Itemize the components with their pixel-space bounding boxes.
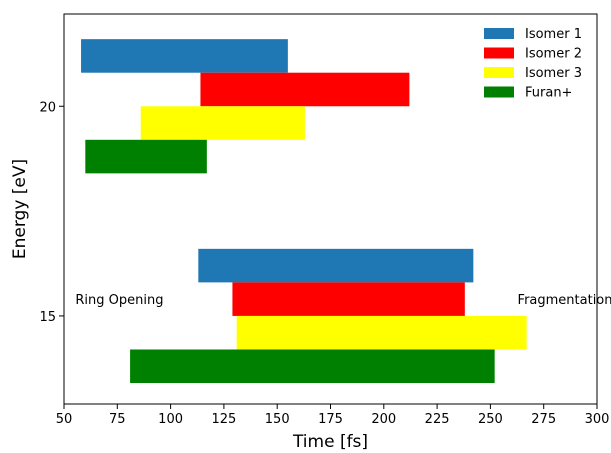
x-axis-label: Time [fs] <box>292 432 368 452</box>
bar-isomer-1-0 <box>81 39 288 73</box>
x-tick-label: 125 <box>211 412 236 427</box>
legend-swatch <box>484 86 514 98</box>
annotation-label: Ring Opening <box>75 293 163 308</box>
axes-layer: 50 75 100 125 150 175 200 225 250 275 300 15 20 <box>39 13 610 427</box>
y-tick-label: 20 <box>39 100 56 115</box>
x-tick-label: 225 <box>425 412 450 427</box>
bar-isomer-2-1 <box>232 282 465 316</box>
x-tick-label: 50 <box>56 412 73 427</box>
bar-furan--0 <box>85 139 207 174</box>
legend-label: Furan+ <box>525 86 572 101</box>
legend-swatch <box>484 67 514 78</box>
x-tick-label: 150 <box>265 412 290 427</box>
bar-isomer-3-1 <box>236 315 527 350</box>
x-tick-label: 75 <box>109 412 126 427</box>
legend-swatch <box>484 28 514 39</box>
legend-label: Isomer 1 <box>525 27 582 42</box>
label-layer: Time [fs] Energy [eV] Ring Opening Fragment… <box>10 159 611 452</box>
x-tick-label: 275 <box>531 412 556 427</box>
annotation-label: Fragmentation <box>518 293 611 308</box>
bar-furan--1 <box>130 349 495 384</box>
bar-isomer-3-0 <box>140 106 305 140</box>
bar-layer <box>81 39 527 384</box>
legend-label: Isomer 2 <box>525 47 582 62</box>
y-axis-label: Energy [eV] <box>10 159 30 259</box>
x-tick-label: 175 <box>318 412 343 427</box>
x-tick-label: 100 <box>158 412 183 427</box>
bar-isomer-1-1 <box>198 248 474 283</box>
y-tick-label: 15 <box>39 310 56 325</box>
x-tick-label: 300 <box>585 412 610 427</box>
x-tick-label: 250 <box>478 412 503 427</box>
bar-isomer-2-0 <box>200 72 410 107</box>
legend-label: Isomer 3 <box>525 66 582 81</box>
x-tick-label: 200 <box>371 412 396 427</box>
legend-swatch <box>484 47 514 59</box>
legend: Isomer 1 Isomer 2 Isomer 3 Furan+ <box>484 27 582 101</box>
